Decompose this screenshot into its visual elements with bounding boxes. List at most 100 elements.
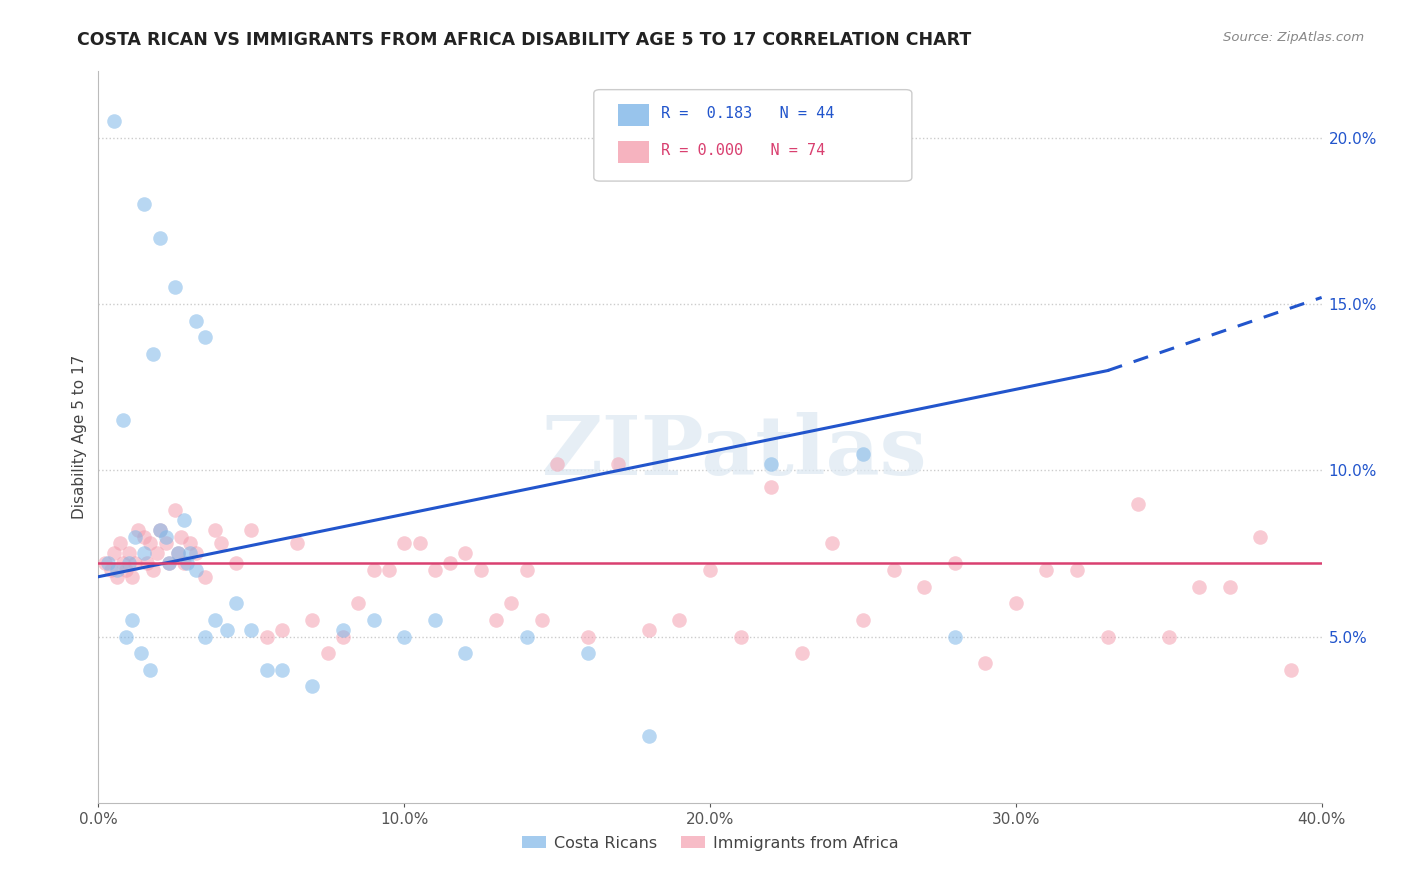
Point xyxy=(316,646,339,660)
Point xyxy=(142,347,165,361)
Point xyxy=(363,563,385,577)
Point xyxy=(1250,530,1272,544)
Point xyxy=(607,457,630,471)
Point xyxy=(301,680,323,694)
Point xyxy=(270,663,294,677)
Point xyxy=(157,557,180,571)
Point xyxy=(194,570,217,584)
Point xyxy=(139,663,162,677)
Y-axis label: Disability Age 5 to 17: Disability Age 5 to 17 xyxy=(72,355,87,519)
Point xyxy=(134,546,156,560)
Point xyxy=(516,630,538,644)
Point xyxy=(163,503,186,517)
Point xyxy=(134,197,156,211)
Point xyxy=(454,646,477,660)
Point xyxy=(118,557,141,571)
Point xyxy=(378,563,401,577)
Point xyxy=(209,536,232,550)
Point xyxy=(637,623,661,637)
Point xyxy=(576,646,599,660)
Point xyxy=(454,546,477,560)
Point xyxy=(1188,580,1211,594)
Point xyxy=(530,613,553,627)
Point xyxy=(699,563,721,577)
Point xyxy=(668,613,690,627)
Point xyxy=(204,613,226,627)
Point xyxy=(155,530,177,544)
Text: COSTA RICAN VS IMMIGRANTS FROM AFRICA DISABILITY AGE 5 TO 17 CORRELATION CHART: COSTA RICAN VS IMMIGRANTS FROM AFRICA DI… xyxy=(77,31,972,49)
FancyBboxPatch shape xyxy=(593,90,912,181)
Point xyxy=(142,563,165,577)
Text: R = 0.000   N = 74: R = 0.000 N = 74 xyxy=(661,143,825,158)
Point xyxy=(100,563,122,577)
Point xyxy=(240,523,263,537)
Point xyxy=(97,557,120,571)
Point xyxy=(1279,663,1302,677)
FancyBboxPatch shape xyxy=(619,141,648,163)
Legend: Costa Ricans, Immigrants from Africa: Costa Ricans, Immigrants from Africa xyxy=(516,830,904,857)
Point xyxy=(134,530,156,544)
Point xyxy=(1066,563,1088,577)
Point xyxy=(127,523,149,537)
Point xyxy=(179,536,201,550)
Point xyxy=(408,536,430,550)
Point xyxy=(225,596,247,610)
Point xyxy=(790,646,813,660)
Point xyxy=(186,563,208,577)
Point xyxy=(115,630,138,644)
Point xyxy=(439,557,461,571)
Point xyxy=(546,457,568,471)
Point xyxy=(852,613,875,627)
Point xyxy=(129,646,152,660)
Point xyxy=(124,530,146,544)
Point xyxy=(761,480,783,494)
Point xyxy=(215,623,238,637)
Point xyxy=(157,557,180,571)
Point xyxy=(256,663,278,677)
Point xyxy=(155,536,177,550)
Point xyxy=(93,557,115,571)
Point xyxy=(149,523,172,537)
Point xyxy=(103,114,125,128)
FancyBboxPatch shape xyxy=(619,104,648,127)
Point xyxy=(974,656,997,670)
Text: Source: ZipAtlas.com: Source: ZipAtlas.com xyxy=(1223,31,1364,45)
Point xyxy=(149,523,172,537)
Point xyxy=(576,630,599,644)
Point xyxy=(256,630,278,644)
Point xyxy=(285,536,308,550)
Point xyxy=(392,536,416,550)
Point xyxy=(118,546,141,560)
Point xyxy=(423,613,446,627)
Point xyxy=(124,557,146,571)
Point xyxy=(225,557,247,571)
Point xyxy=(1128,497,1150,511)
Point xyxy=(347,596,370,610)
Point xyxy=(139,536,162,550)
Point xyxy=(167,546,190,560)
Point xyxy=(179,546,201,560)
Point xyxy=(332,623,354,637)
Point xyxy=(943,557,966,571)
Point xyxy=(883,563,905,577)
Text: ZIPatlas: ZIPatlas xyxy=(541,412,927,491)
Point xyxy=(186,546,208,560)
Point xyxy=(111,557,134,571)
Point xyxy=(163,280,186,294)
Point xyxy=(121,570,143,584)
Point xyxy=(186,314,208,328)
Text: R =  0.183   N = 44: R = 0.183 N = 44 xyxy=(661,106,835,121)
Point xyxy=(332,630,354,644)
Point xyxy=(173,513,195,527)
Point xyxy=(176,557,198,571)
Point xyxy=(363,613,385,627)
Point xyxy=(301,613,323,627)
Point xyxy=(1035,563,1057,577)
Point xyxy=(1157,630,1180,644)
Point xyxy=(1097,630,1119,644)
Point xyxy=(194,330,217,344)
Point xyxy=(240,623,263,637)
Point xyxy=(173,557,195,571)
Point xyxy=(392,630,416,644)
Point xyxy=(103,546,125,560)
